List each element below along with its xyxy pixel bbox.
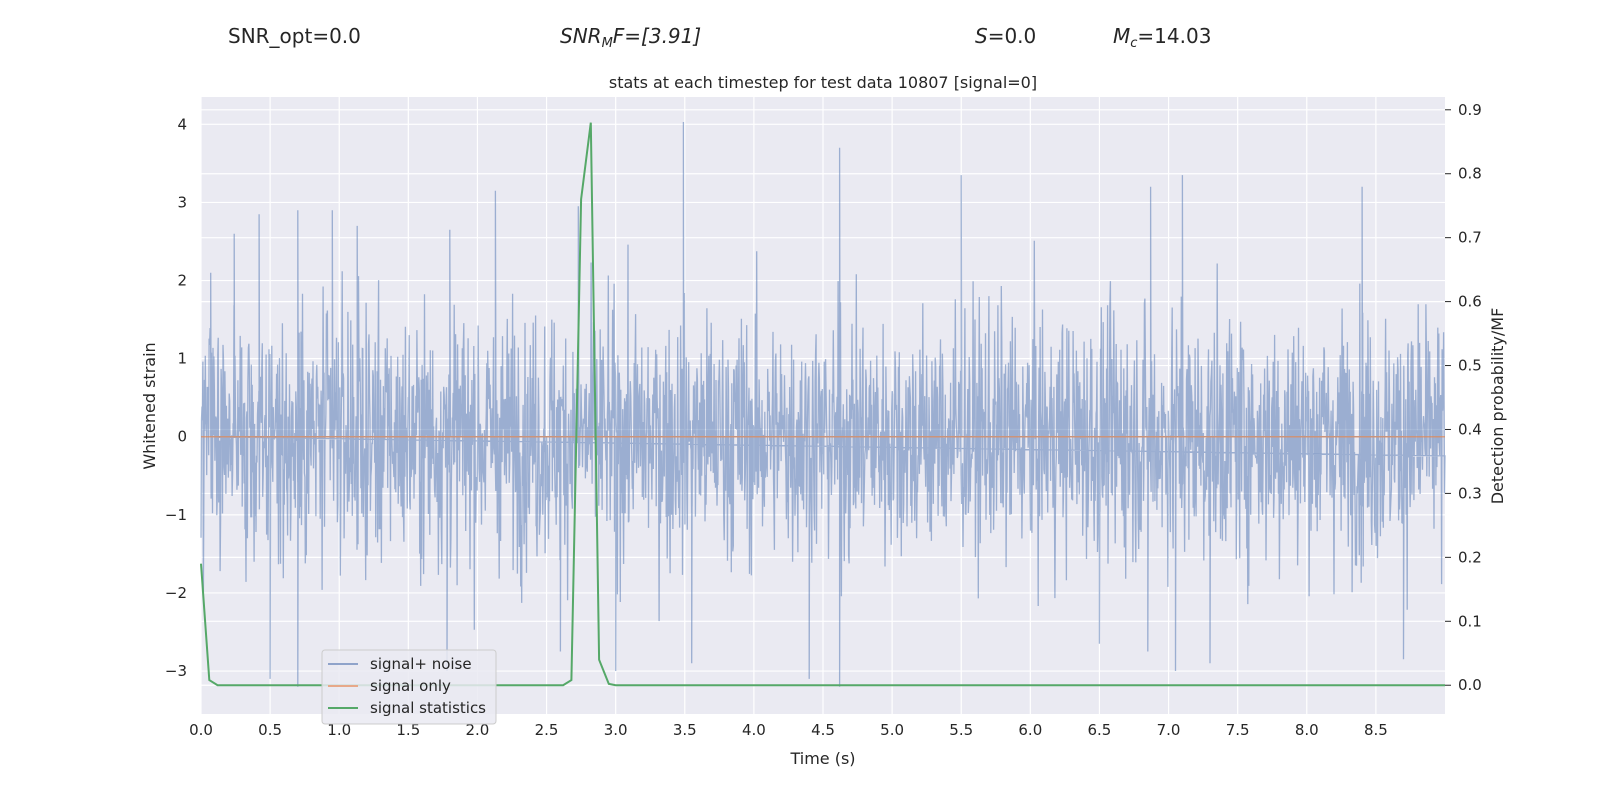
legend: signal+ noise signal only signal statist… (321, 649, 497, 725)
y-tick-label: −1 (165, 506, 187, 524)
y2-tick-label: 0.0 (1458, 676, 1482, 694)
x-tick-label: 3.0 (604, 721, 628, 739)
s-value: =0.0 (987, 24, 1037, 48)
snr-mf-symbol: SNR (560, 24, 602, 48)
x-tick-label: 4.0 (742, 721, 766, 739)
y2-axis-label: Detection probability/MF (1488, 308, 1507, 505)
x-tick-label: 2.0 (466, 721, 490, 739)
y-tick-label: −2 (165, 584, 187, 602)
y2-tick-label: 0.1 (1458, 612, 1482, 630)
x-tick-label: 7.5 (1226, 721, 1250, 739)
y2-tick-label: 0.4 (1458, 420, 1482, 438)
y2-tick-labels: 0.9 0.8 0.7 0.6 0.5 0.4 0.3 0.2 0.1 0.0 (1445, 101, 1482, 694)
x-tick-label: 8.5 (1364, 721, 1388, 739)
legend-label-signal-only: signal only (370, 677, 451, 695)
y2-tick-label: 0.3 (1458, 484, 1482, 502)
s-symbol: S (975, 24, 988, 48)
y-tick-label: 0 (177, 428, 187, 446)
x-tick-label: 7.0 (1157, 721, 1181, 739)
x-tick-label: 3.5 (673, 721, 697, 739)
signal-statistics-line (200, 122, 1445, 687)
y-tick-label: −3 (165, 662, 187, 680)
chart-title: stats at each timestep for test data 108… (609, 73, 1037, 92)
x-tick-labels: 0.0 0.5 1.0 1.5 2.0 2.5 3.0 3.5 4.0 4.5 5.0 5.5 6.0 6… (189, 721, 1388, 739)
snr-mf-value: F=[3.91] (612, 24, 702, 48)
x-tick-label: 1.0 (327, 721, 351, 739)
y-tick-label: 2 (177, 272, 187, 290)
header-mc: Mc=14.03 (1113, 24, 1211, 51)
legend-label-signal-noise: signal+ noise (370, 655, 472, 673)
header-s: S=0.0 (975, 24, 1036, 48)
x-tick-label: 5.5 (949, 721, 973, 739)
y-tick-label: 3 (177, 193, 187, 211)
line-series (200, 122, 1445, 687)
x-tick-label: 1.5 (396, 721, 420, 739)
x-tick-label: 8.0 (1295, 721, 1319, 739)
y-tick-label: 1 (177, 350, 187, 368)
x-tick-label: 6.5 (1088, 721, 1112, 739)
snr-mf-subscript: M (601, 36, 613, 51)
header-snr-opt: SNR_opt=0.0 (228, 24, 361, 48)
y-tick-label: 4 (177, 115, 187, 133)
signal-plus-noise-line (200, 121, 1446, 687)
y2-tick-label: 0.2 (1458, 548, 1482, 566)
y2-tick-label: 0.8 (1458, 165, 1482, 183)
mc-value: =14.03 (1137, 24, 1212, 48)
header-snr-mf: SNRMF=[3.91] (560, 24, 701, 51)
x-tick-label: 4.5 (811, 721, 835, 739)
y2-tick-label: 0.6 (1458, 293, 1482, 311)
x-tick-label: 5.0 (880, 721, 904, 739)
x-axis-label: Time (s) (789, 749, 855, 768)
legend-label-signal-statistics: signal statistics (370, 699, 486, 717)
x-tick-label: 0.0 (189, 721, 213, 739)
y-axis-label: Whitened strain (140, 342, 159, 469)
x-tick-label: 2.5 (535, 721, 559, 739)
y2-tick-label: 0.9 (1458, 101, 1482, 119)
x-tick-label: 6.0 (1018, 721, 1042, 739)
y2-tick-label: 0.5 (1458, 357, 1482, 375)
mc-symbol: M (1113, 24, 1131, 48)
legend-box (321, 649, 497, 725)
y-tick-labels: 4 3 2 1 0 −1 −2 −3 (165, 115, 187, 680)
signal-plus-noise-series (200, 121, 1446, 687)
mc-subscript: c (1130, 36, 1138, 51)
y2-tick-label: 0.7 (1458, 229, 1482, 247)
x-tick-label: 0.5 (258, 721, 282, 739)
